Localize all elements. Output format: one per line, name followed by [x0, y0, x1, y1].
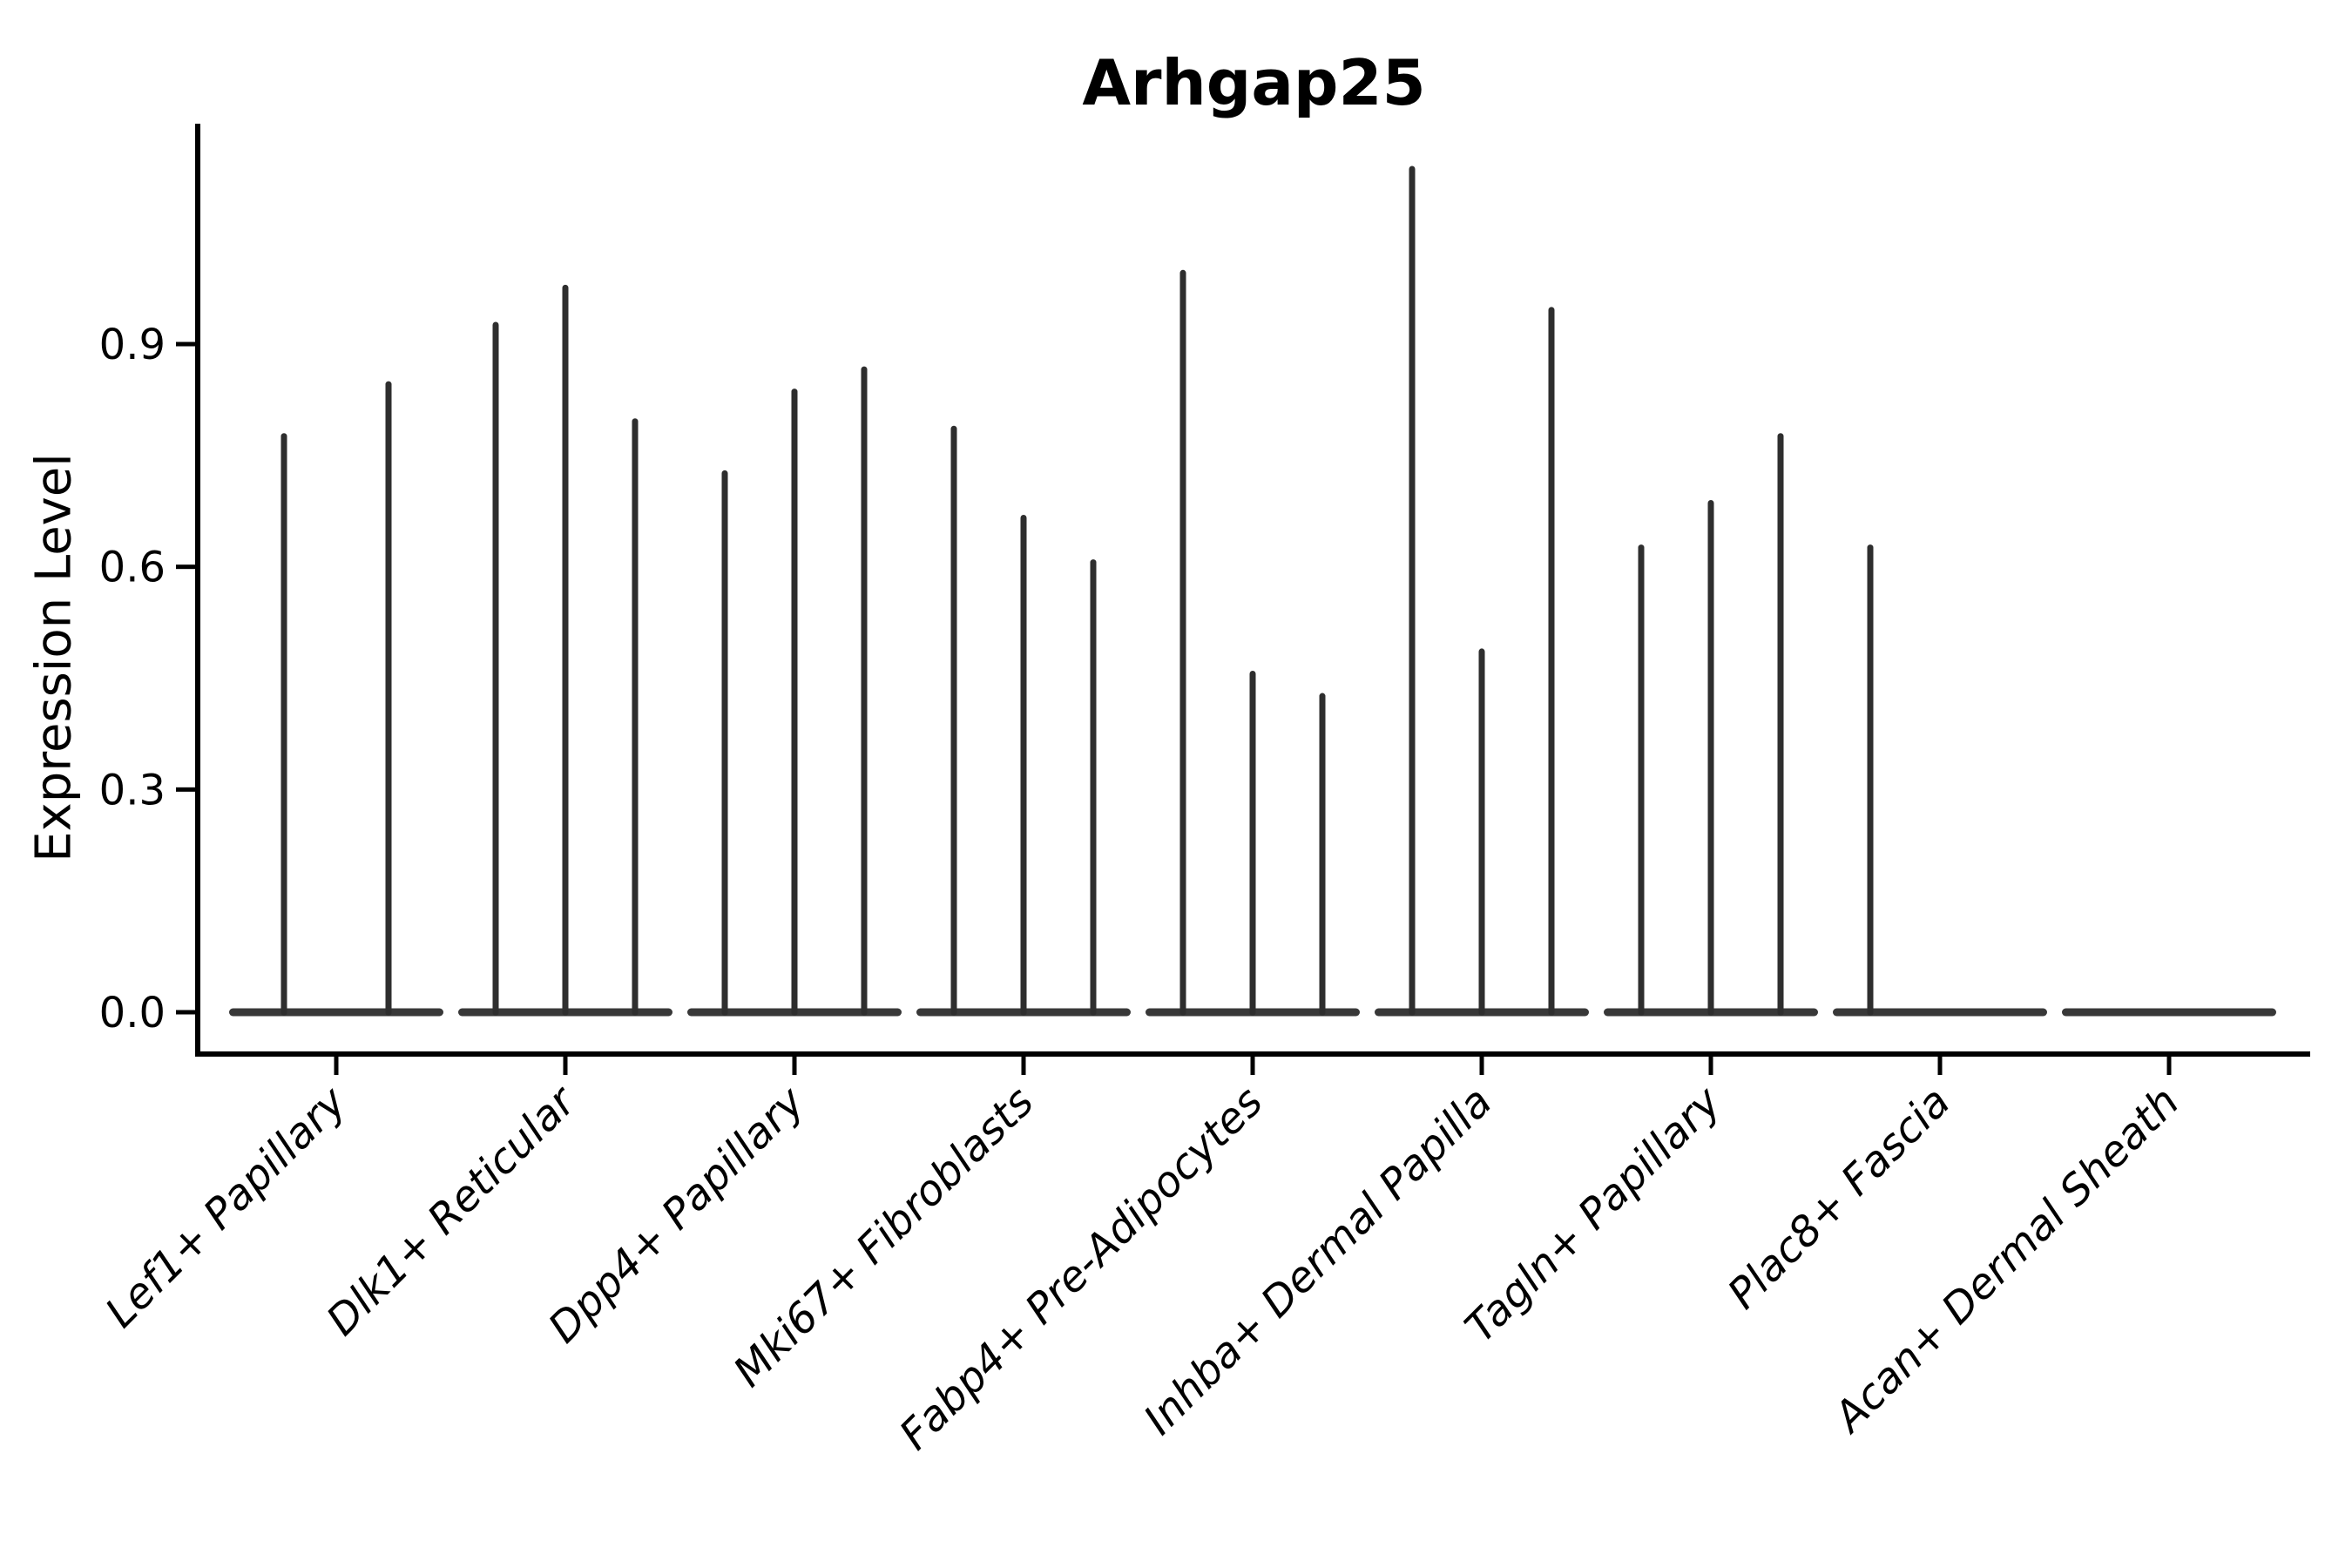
x-tick [1937, 1057, 1943, 1075]
x-tick [792, 1057, 797, 1075]
violin-spike [1020, 515, 1027, 1016]
violin-spike [1090, 559, 1097, 1016]
violin-base [2062, 1008, 2276, 1017]
violin-spike [1179, 269, 1186, 1016]
violin-spike [280, 433, 287, 1016]
x-category-label: Fabp4+ Pre-Adipocytes [890, 1078, 1273, 1460]
violin-spike [1638, 544, 1645, 1016]
violin-spike [1409, 166, 1416, 1016]
x-category-label: Dpp4+ Papillary [539, 1077, 814, 1352]
violin-spike [492, 321, 499, 1017]
violin-spike [791, 389, 798, 1017]
y-tick-label: 0.3 [99, 766, 166, 814]
y-tick [176, 787, 195, 792]
x-tick [1021, 1057, 1026, 1075]
x-tick [334, 1057, 339, 1075]
y-tick [176, 564, 195, 570]
violin-spike [562, 284, 569, 1016]
violin-spike [950, 425, 957, 1017]
x-category-label: Tagln+ Papillary [1456, 1077, 1731, 1352]
x-category-label: Dlk1+ Reticular [317, 1076, 587, 1346]
x-tick [1479, 1057, 1484, 1075]
violin-spike [721, 470, 728, 1016]
y-tick [176, 1010, 195, 1015]
violin-spike [632, 418, 639, 1016]
y-tick-label: 0.9 [99, 321, 166, 369]
violin-base [1833, 1008, 2047, 1017]
x-tick [1708, 1057, 1713, 1075]
y-axis-spine [195, 124, 200, 1057]
y-tick [176, 341, 195, 347]
x-category-label: Lef1+ Papillary [96, 1077, 356, 1337]
violin-spike [385, 381, 392, 1016]
violin-spike [1319, 693, 1326, 1016]
violin-base [229, 1008, 443, 1017]
chart-title: Arhgap25 [1082, 46, 1426, 119]
violin-spike [1777, 433, 1784, 1016]
x-axis-spine [195, 1051, 2310, 1057]
violin-spike [1478, 648, 1485, 1016]
y-tick-label: 0.6 [99, 544, 166, 592]
x-category-label: Plac8+ Fascia [1719, 1078, 1960, 1319]
x-tick [2166, 1057, 2172, 1075]
x-tick [1250, 1057, 1255, 1075]
violin-spike [1867, 544, 1874, 1016]
violin-spike [861, 366, 868, 1016]
violin-spike [1249, 670, 1256, 1016]
violin-spike [1707, 499, 1714, 1016]
y-tick-label: 0.0 [99, 989, 166, 1037]
x-tick [563, 1057, 568, 1075]
violin-spike [1548, 307, 1555, 1016]
